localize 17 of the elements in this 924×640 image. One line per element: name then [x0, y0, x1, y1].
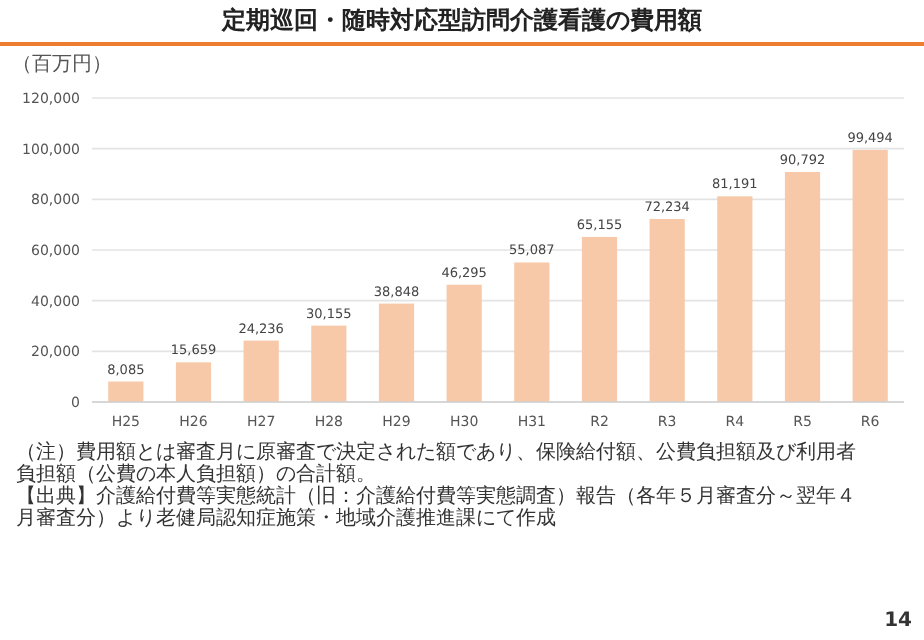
bar: [175, 362, 212, 402]
text: 【出典】介護給付費等実態統計（旧：介護給付費等実態調査）報告（各年５月審査分～翌年４月審査分）より老健局認知症施策・地域介護推進課にて作成: [16, 486, 858, 530]
bar: [514, 262, 550, 402]
bar: [311, 325, 347, 402]
bar: [581, 236, 618, 402]
bar: [852, 149, 888, 402]
text: 14: [884, 610, 912, 632]
bar: [378, 303, 415, 402]
y-axis-title: （百万円）: [12, 54, 112, 76]
text: （注）費用額とは審査月に原審査で決定された額であり、保険給付額、公費負担額及び利用者負担額（公費の本人負担額）の合計額。: [16, 442, 858, 486]
bar: [717, 196, 753, 402]
bar: [649, 219, 685, 402]
bar: [784, 171, 821, 402]
bar: [446, 284, 482, 402]
chart-title: 定期巡回・随時対応型訪問介護看護の費用額: [0, 0, 924, 46]
bar: [108, 381, 144, 402]
bar: [243, 340, 279, 402]
